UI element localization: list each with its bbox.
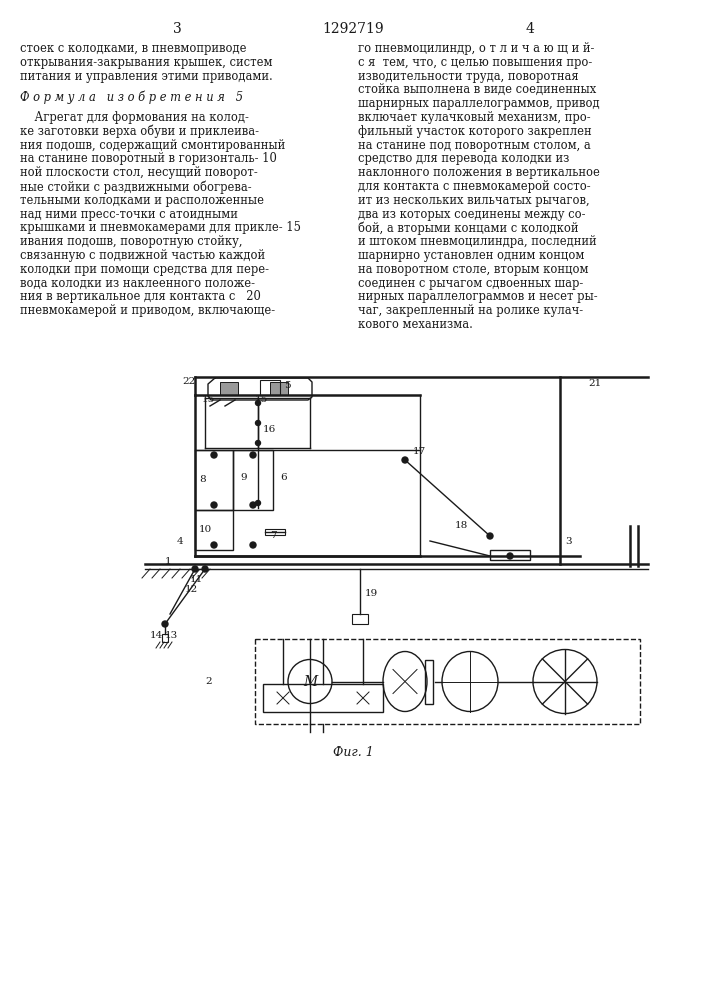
Bar — [352, 614, 368, 624]
Text: крышками и пневмокамерами для прикле- 15: крышками и пневмокамерами для прикле- 15 — [20, 221, 301, 234]
Circle shape — [255, 500, 260, 506]
Text: бой, а вторыми концами с колодкой: бой, а вторыми концами с колодкой — [358, 221, 578, 235]
Text: 21: 21 — [588, 378, 601, 387]
Text: на поворотном столе, вторым концом: на поворотном столе, вторым концом — [358, 263, 588, 276]
Circle shape — [487, 533, 493, 539]
Text: 16: 16 — [263, 426, 276, 434]
Text: ной плоскости стол, несущий поворот-: ной плоскости стол, несущий поворот- — [20, 166, 258, 179]
Circle shape — [162, 621, 168, 627]
Text: связанную с подвижной частью каждой: связанную с подвижной частью каждой — [20, 249, 265, 262]
Text: ния в вертикальное для контакта с   20: ния в вертикальное для контакта с 20 — [20, 290, 261, 303]
Text: вода колодки из наклеенного положе-: вода колодки из наклеенного положе- — [20, 277, 255, 290]
Text: ивания подошв, поворотную стойку,: ивания подошв, поворотную стойку, — [20, 235, 243, 248]
Text: для контакта с пневмокамерой состо-: для контакта с пневмокамерой состо- — [358, 180, 590, 193]
Text: ные стойки с раздвижными обогрева-: ные стойки с раздвижными обогрева- — [20, 180, 252, 194]
Circle shape — [202, 566, 208, 572]
Text: 6: 6 — [280, 474, 286, 483]
Text: 5: 5 — [284, 380, 291, 389]
Bar — [260, 380, 280, 395]
Circle shape — [250, 542, 256, 548]
Text: 14: 14 — [150, 632, 163, 641]
Text: 15: 15 — [202, 395, 215, 404]
Text: включает кулачковый механизм, про-: включает кулачковый механизм, про- — [358, 111, 590, 124]
Circle shape — [402, 457, 408, 463]
Text: ит из нескольких вильчатых рычагов,: ит из нескольких вильчатых рычагов, — [358, 194, 590, 207]
Text: 17: 17 — [413, 448, 426, 456]
Text: 3: 3 — [173, 22, 182, 36]
Circle shape — [255, 420, 260, 426]
Text: тельными колодками и расположенные: тельными колодками и расположенные — [20, 194, 264, 207]
Text: чаг, закрепленный на ролике кулач-: чаг, закрепленный на ролике кулач- — [358, 304, 583, 317]
Bar — [265, 529, 285, 535]
Text: 11: 11 — [190, 574, 203, 584]
Text: 10: 10 — [199, 526, 212, 534]
Circle shape — [507, 553, 513, 559]
Bar — [233, 450, 273, 510]
Text: фильный участок которого закреплен: фильный участок которого закреплен — [358, 125, 592, 138]
Circle shape — [211, 542, 217, 548]
Text: 22: 22 — [182, 377, 195, 386]
Text: 12: 12 — [185, 584, 198, 593]
Circle shape — [250, 452, 256, 458]
Text: стоек с колодками, в пневмоприводе: стоек с колодками, в пневмоприводе — [20, 42, 247, 55]
Text: наклонного положения в вертикальное: наклонного положения в вертикальное — [358, 166, 600, 179]
Text: Фиг. 1: Фиг. 1 — [332, 746, 373, 759]
Text: соединен с рычагом сдвоенных шар-: соединен с рычагом сдвоенных шар- — [358, 277, 583, 290]
Text: го пневмоцилиндр, о т л и ч а ю щ и й-: го пневмоцилиндр, о т л и ч а ю щ и й- — [358, 42, 595, 55]
Text: 2: 2 — [205, 677, 211, 686]
Text: 9: 9 — [240, 474, 247, 483]
Text: открывания-закрывания крышек, систем: открывания-закрывания крышек, систем — [20, 56, 272, 69]
Text: Агрегат для формования на колод-: Агрегат для формования на колод- — [20, 111, 249, 124]
Text: на станине под поворотным столом, а: на станине под поворотным столом, а — [358, 139, 591, 152]
Circle shape — [211, 502, 217, 508]
Text: изводительности труда, поворотная: изводительности труда, поворотная — [358, 70, 578, 83]
Bar — [195, 510, 233, 550]
Text: 15: 15 — [255, 395, 268, 404]
Text: 18: 18 — [455, 522, 468, 530]
Text: пневмокамерой и приводом, включающе-: пневмокамерой и приводом, включающе- — [20, 304, 275, 317]
Circle shape — [250, 502, 256, 508]
Text: 4: 4 — [525, 22, 534, 36]
Text: 19: 19 — [365, 589, 378, 598]
Text: Ф о р м у л а   и з о б р е т е н и я   5: Ф о р м у л а и з о б р е т е н и я 5 — [20, 90, 243, 104]
Text: 3: 3 — [565, 536, 572, 546]
Bar — [220, 382, 238, 395]
Text: над ними пресс-точки с атоидными: над ними пресс-точки с атоидными — [20, 208, 238, 221]
Text: стойка выполнена в виде соединенных: стойка выполнена в виде соединенных — [358, 83, 596, 96]
Text: на станине поворотный в горизонталь- 10: на станине поворотный в горизонталь- 10 — [20, 152, 277, 165]
Circle shape — [192, 566, 198, 572]
Bar — [255, 639, 640, 724]
Text: питания и управления этими приводами.: питания и управления этими приводами. — [20, 70, 273, 83]
Text: ния подошв, содержащий смонтированный: ния подошв, содержащий смонтированный — [20, 139, 285, 152]
Bar — [490, 550, 530, 560]
Text: 1: 1 — [165, 556, 172, 566]
Text: ке заготовки верха обуви и приклеива-: ке заготовки верха обуви и приклеива- — [20, 125, 259, 138]
Bar — [425, 660, 433, 704]
Text: 8: 8 — [199, 476, 206, 485]
Text: кового механизма.: кового механизма. — [358, 318, 473, 331]
Text: M: M — [303, 674, 317, 688]
Bar — [195, 450, 233, 510]
Circle shape — [255, 440, 260, 446]
Text: 1292719: 1292719 — [322, 22, 384, 36]
Circle shape — [211, 452, 217, 458]
Text: и штоком пневмоцилиндра, последний: и штоком пневмоцилиндра, последний — [358, 235, 597, 248]
Text: 13: 13 — [165, 632, 178, 641]
Bar — [162, 634, 168, 642]
Text: шарнирно установлен одним концом: шарнирно установлен одним концом — [358, 249, 585, 262]
Text: нирных параллелограммов и несет ры-: нирных параллелограммов и несет ры- — [358, 290, 597, 303]
Text: 7: 7 — [270, 530, 276, 540]
Text: средство для перевода колодки из: средство для перевода колодки из — [358, 152, 569, 165]
Text: 4: 4 — [177, 536, 184, 546]
Text: два из которых соединены между со-: два из которых соединены между со- — [358, 208, 585, 221]
Text: шарнирных параллелограммов, привод: шарнирных параллелограммов, привод — [358, 97, 600, 110]
Bar — [263, 684, 383, 712]
Text: колодки при помощи средства для пере-: колодки при помощи средства для пере- — [20, 263, 269, 276]
Bar — [270, 382, 288, 395]
Text: с я  тем, что, с целью повышения про-: с я тем, что, с целью повышения про- — [358, 56, 592, 69]
Circle shape — [255, 400, 260, 406]
